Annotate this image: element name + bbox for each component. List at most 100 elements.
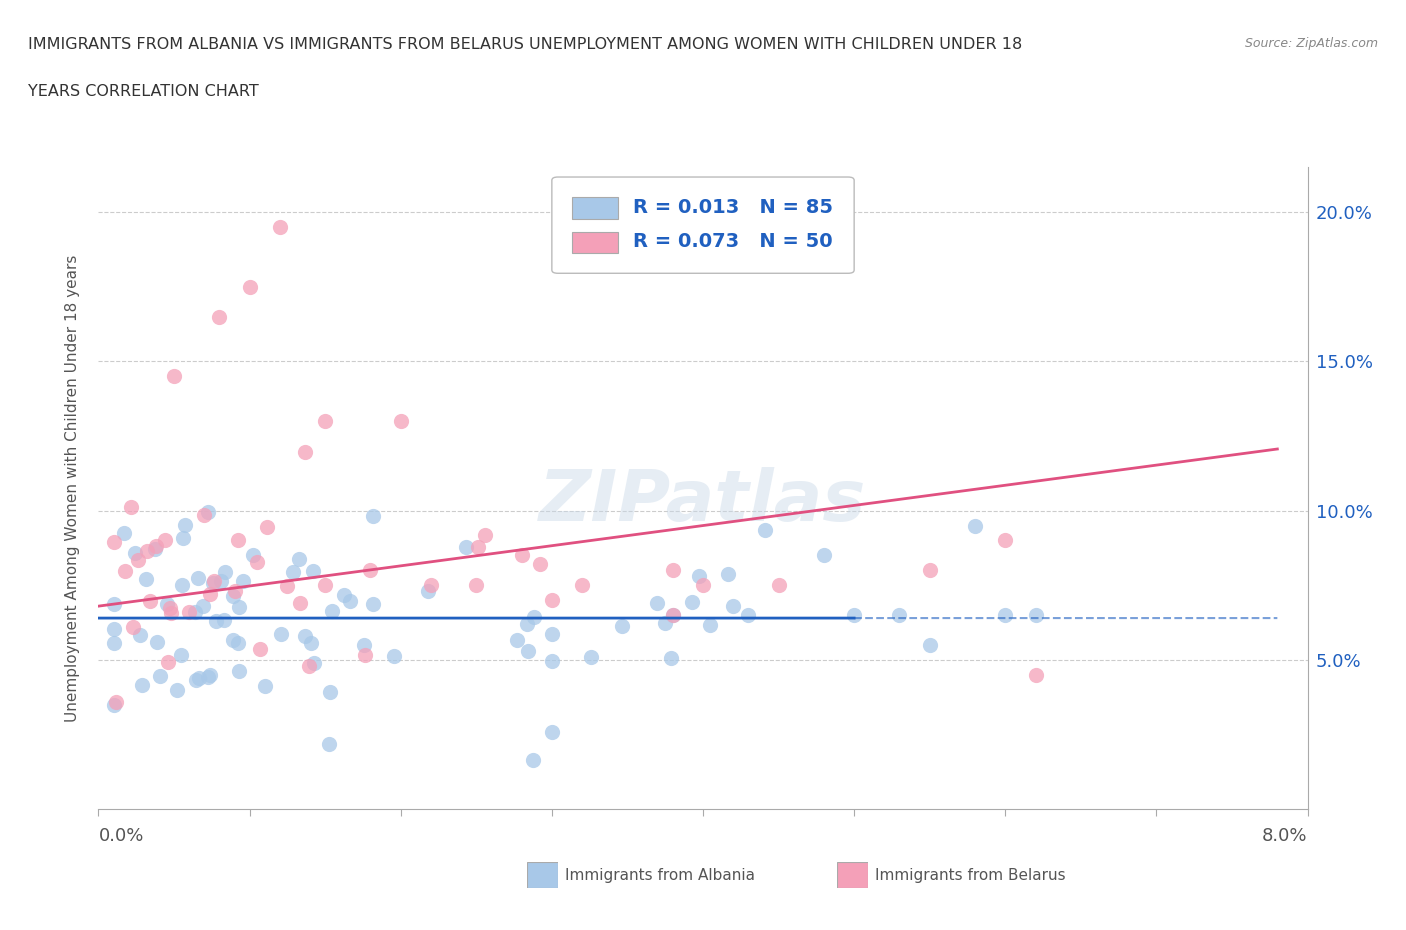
Point: [661, 563, 683, 578]
Point: [226, 533, 249, 548]
Point: [474, 528, 496, 543]
Text: R = 0.013   N = 85: R = 0.013 N = 85: [633, 198, 832, 217]
Point: [659, 651, 682, 666]
Text: 8.0%: 8.0%: [1263, 827, 1308, 845]
Point: [302, 656, 325, 671]
Point: [253, 679, 276, 694]
Point: [465, 578, 488, 592]
Point: [122, 619, 145, 634]
Point: [205, 614, 228, 629]
Point: [389, 414, 412, 429]
Point: [529, 556, 551, 571]
Point: [191, 599, 214, 614]
FancyBboxPatch shape: [572, 232, 619, 253]
Point: [103, 596, 125, 611]
Point: [768, 578, 790, 592]
Point: [221, 632, 243, 647]
Text: IMMIGRANTS FROM ALBANIA VS IMMIGRANTS FROM BELARUS UNEMPLOYMENT AMONG WOMEN WITH: IMMIGRANTS FROM ALBANIA VS IMMIGRANTS FR…: [28, 37, 1022, 52]
Point: [103, 635, 125, 650]
Point: [314, 414, 336, 429]
Point: [994, 607, 1017, 622]
Point: [737, 607, 759, 622]
Point: [654, 616, 676, 631]
Point: [418, 583, 440, 598]
Point: [131, 677, 153, 692]
Point: [361, 509, 384, 524]
Point: [184, 604, 207, 619]
Point: [522, 752, 544, 767]
Point: [681, 594, 703, 609]
Point: [290, 595, 312, 610]
Point: [321, 604, 343, 618]
Point: [184, 673, 207, 688]
Point: [994, 533, 1017, 548]
Point: [353, 647, 375, 662]
FancyBboxPatch shape: [551, 177, 855, 273]
Point: [197, 670, 219, 684]
Point: [645, 595, 668, 610]
Point: [918, 563, 941, 578]
Point: [506, 633, 529, 648]
Point: [239, 279, 262, 294]
Point: [270, 627, 292, 642]
Point: [202, 574, 225, 589]
Point: [212, 613, 235, 628]
Point: [156, 597, 179, 612]
Point: [146, 635, 169, 650]
Point: [301, 635, 323, 650]
Point: [170, 647, 193, 662]
Point: [339, 594, 361, 609]
Point: [467, 539, 489, 554]
Point: [177, 604, 200, 619]
Point: [1025, 668, 1047, 683]
Point: [571, 578, 593, 592]
Point: [294, 445, 316, 459]
Point: [298, 658, 321, 673]
Point: [112, 525, 135, 540]
Point: [228, 664, 250, 679]
Point: [188, 671, 211, 685]
Point: [103, 621, 125, 636]
Point: [540, 724, 562, 739]
Point: [103, 535, 125, 550]
Point: [420, 578, 443, 592]
Point: [198, 667, 221, 682]
Point: [249, 642, 271, 657]
Point: [120, 499, 142, 514]
Point: [965, 518, 987, 533]
Point: [214, 565, 236, 579]
Point: [1025, 607, 1047, 622]
Point: [209, 574, 232, 589]
Point: [318, 737, 340, 751]
Point: [281, 565, 304, 579]
Point: [540, 592, 562, 607]
Point: [103, 698, 125, 712]
Point: [114, 564, 136, 578]
Point: [844, 607, 866, 622]
Point: [193, 508, 215, 523]
Point: [197, 505, 219, 520]
Point: [226, 635, 249, 650]
Point: [129, 628, 152, 643]
Point: [198, 586, 221, 601]
Point: [135, 571, 157, 586]
Point: [160, 605, 183, 620]
Point: [104, 695, 127, 710]
Point: [579, 649, 602, 664]
Text: YEARS CORRELATION CHART: YEARS CORRELATION CHART: [28, 84, 259, 99]
Point: [269, 219, 291, 234]
Point: [174, 518, 197, 533]
Point: [228, 600, 250, 615]
Text: ZIPatlas: ZIPatlas: [540, 467, 866, 536]
Point: [723, 599, 745, 614]
Point: [889, 607, 911, 622]
Text: Immigrants from Belarus: Immigrants from Belarus: [875, 868, 1066, 883]
Point: [187, 570, 209, 585]
Point: [302, 564, 325, 578]
Point: [319, 685, 342, 700]
Point: [242, 548, 264, 563]
Point: [692, 578, 714, 592]
Point: [153, 533, 176, 548]
Point: [314, 578, 336, 592]
Point: [232, 574, 254, 589]
